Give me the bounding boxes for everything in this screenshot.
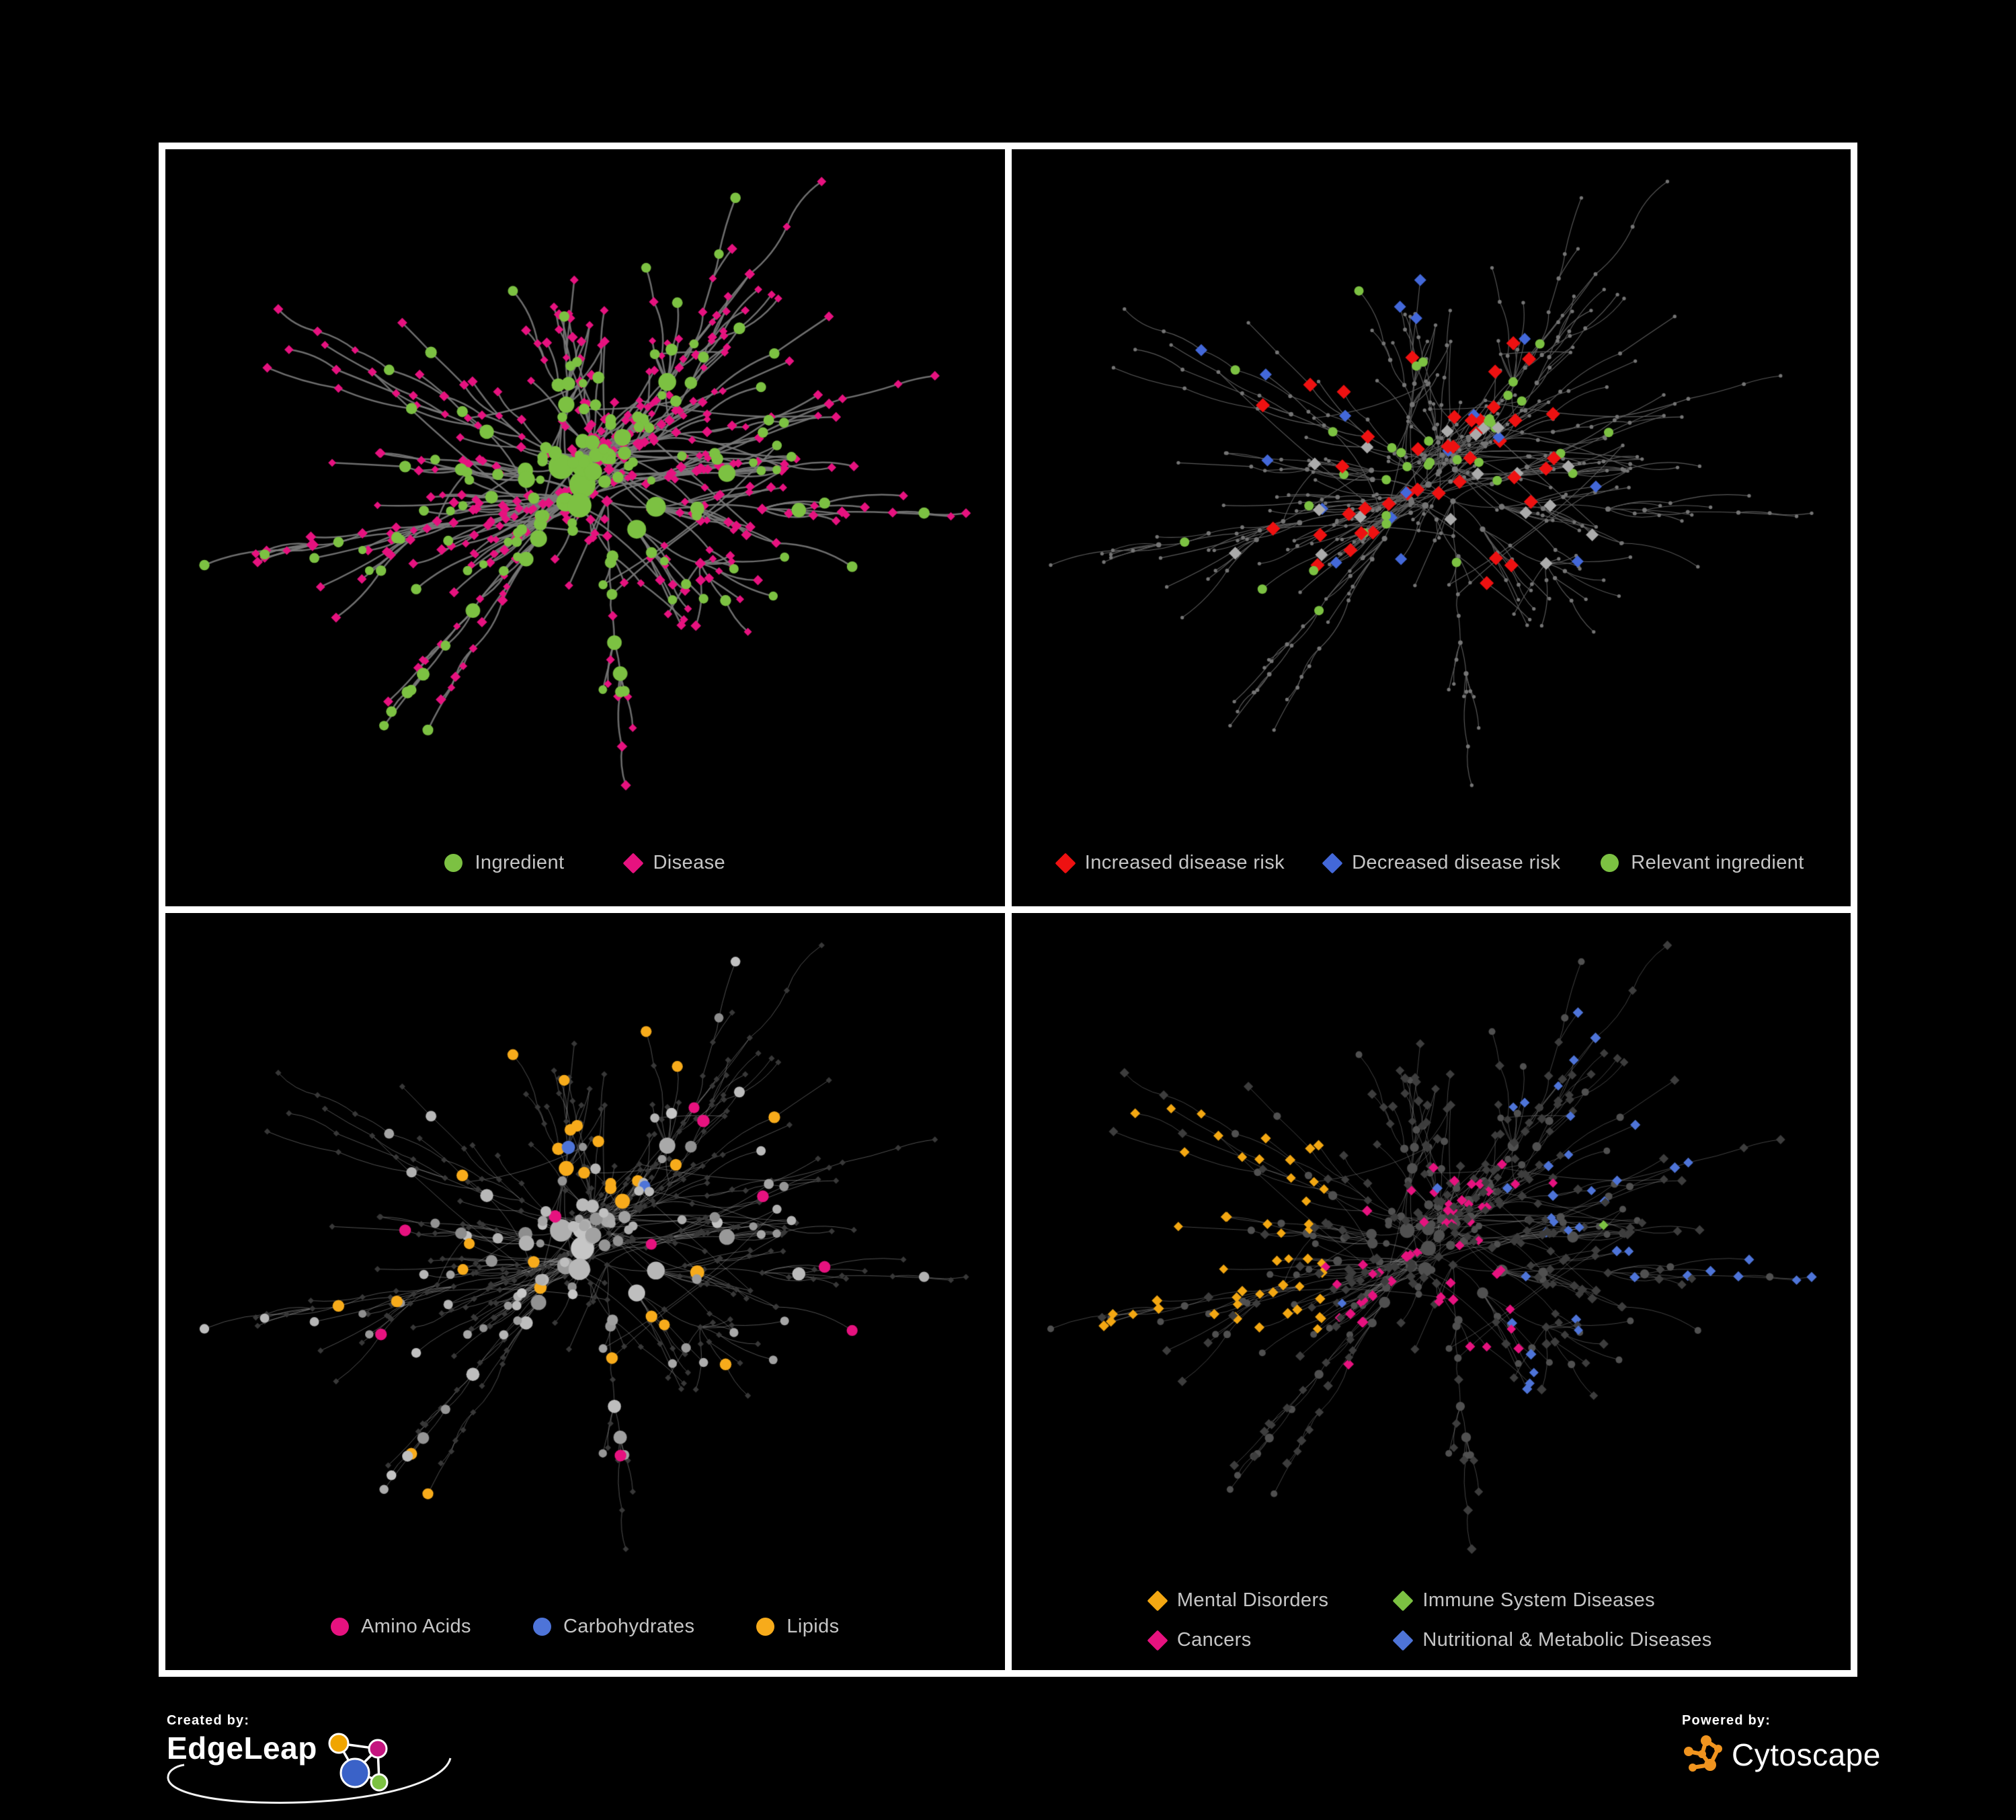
network-disease-risk xyxy=(1011,149,1851,906)
edgeleap-logo-icon xyxy=(328,1733,389,1792)
legend-item: Decreased disease risk xyxy=(1322,852,1561,874)
created-by-caption: Created by: xyxy=(167,1713,250,1728)
legend-label: Mental Disorders xyxy=(1176,1589,1329,1611)
network-ingredient-disease xyxy=(165,149,1005,906)
legend-label: Relevant ingredient xyxy=(1631,852,1804,873)
increased-risk-marker-icon xyxy=(1055,852,1076,874)
legend-label: Immune System Diseases xyxy=(1422,1589,1656,1611)
panel-disease-classes: Mental Disorders Immune System Diseases … xyxy=(1011,913,1851,1670)
panel-ingredient-classes: Amino Acids Carbohydrates Lipids xyxy=(165,913,1005,1670)
legend-item: Carbohydrates xyxy=(532,1616,695,1638)
panel-grid: Ingredient Disease Increased disease ris… xyxy=(159,143,1857,1677)
legend-label: Decreased disease risk xyxy=(1352,852,1561,873)
legend-label: Amino Acids xyxy=(360,1616,471,1637)
panel-ingredient-disease: Ingredient Disease xyxy=(165,149,1005,906)
legend-item: Lipids xyxy=(756,1616,839,1638)
powered-by-caption: Powered by: xyxy=(1682,1713,1771,1728)
legend-disease-classes: Mental Disorders Immune System Diseases … xyxy=(1012,1589,1851,1651)
legend-label: Disease xyxy=(653,852,726,873)
legend-item: Increased disease risk xyxy=(1055,852,1285,874)
legend-disease-risk: Increased disease risk Decreased disease… xyxy=(1012,852,1851,874)
relevant-ingredient-marker-icon xyxy=(1601,854,1619,872)
powered-by-block: Powered by: Cytoscape xyxy=(1682,1713,1881,1777)
cytoscape-wordmark: Cytoscape xyxy=(1732,1737,1881,1772)
legend-label: Increased disease risk xyxy=(1084,852,1285,873)
carbohydrates-marker-icon xyxy=(532,1618,551,1636)
legend-label: Nutritional & Metabolic Diseases xyxy=(1422,1629,1712,1651)
legend-ingredient-classes: Amino Acids Carbohydrates Lipids xyxy=(165,1616,1005,1638)
legend-item: Amino Acids xyxy=(330,1616,471,1638)
legend-label: Carbohydrates xyxy=(563,1616,695,1637)
legend-item: Mental Disorders xyxy=(1147,1589,1329,1612)
edgeleap-wordmark: EdgeLeap xyxy=(167,1731,317,1766)
panel-disease-risk: Increased disease risk Decreased disease… xyxy=(1011,149,1851,906)
cancers-marker-icon xyxy=(1147,1629,1168,1651)
cytoscape-logo-icon xyxy=(1684,1735,1722,1772)
mental-disorders-marker-icon xyxy=(1147,1589,1168,1612)
legend-item: Nutritional & Metabolic Diseases xyxy=(1392,1629,1712,1651)
ingredient-marker-icon xyxy=(444,854,463,872)
legend-label: Cancers xyxy=(1176,1629,1252,1651)
network-ingredient-classes xyxy=(165,913,1005,1670)
amino-acids-marker-icon xyxy=(330,1618,349,1636)
legend-item: Cancers xyxy=(1147,1629,1252,1651)
legend-item: Immune System Diseases xyxy=(1392,1589,1656,1612)
legend-ingredient-disease: Ingredient Disease xyxy=(165,852,1005,874)
legend-item: Disease xyxy=(622,852,726,874)
decreased-risk-marker-icon xyxy=(1322,852,1343,874)
legend-label: Lipids xyxy=(787,1616,840,1637)
nutritional-metabolic-marker-icon xyxy=(1392,1629,1414,1651)
network-disease-classes xyxy=(1011,913,1851,1670)
immune-diseases-marker-icon xyxy=(1392,1589,1414,1612)
lipids-marker-icon xyxy=(756,1618,775,1636)
disease-marker-icon xyxy=(622,852,645,874)
legend-item: Ingredient xyxy=(444,852,564,874)
legend-label: Ingredient xyxy=(475,852,565,873)
created-by-block: Created by: EdgeLeap xyxy=(167,1713,452,1804)
legend-item: Relevant ingredient xyxy=(1601,852,1804,874)
